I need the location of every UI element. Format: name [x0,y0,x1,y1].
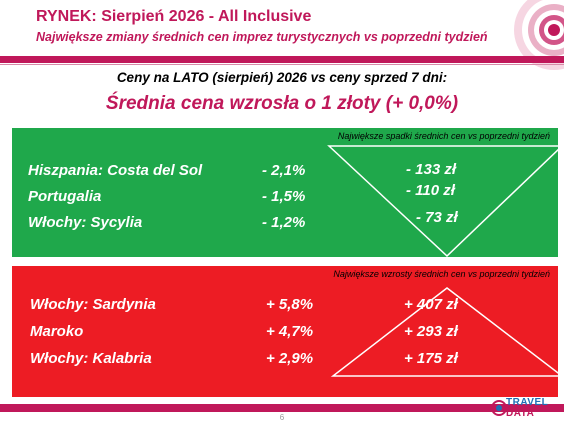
increase-row-name: Maroko [30,323,84,340]
decrease-row-name: Włochy: Sycylia [28,214,143,231]
decrease-row-pct: - 2,1% [262,162,306,179]
increase-row-pct: + 5,8% [266,296,314,313]
down-triangle-icon [327,145,560,258]
increase-row-pct: + 4,7% [266,323,314,340]
comparison-caption: Ceny na LATO (sierpień) 2026 vs ceny spr… [116,70,448,85]
logo-line-travel: TRAVEL [506,397,549,408]
decrease-row-pct: - 1,5% [262,188,306,205]
increase-row-name: Włochy: Kalabria [30,350,152,367]
decrease-row-name: Hiszpania: Costa del Sol [28,162,203,179]
decreases-caption: Największe spadki średnich cen vs poprze… [337,131,550,141]
header-divider-bar [0,56,564,63]
footer-divider-bar [0,404,564,412]
travel-data-logo: TRAVEL DATA [490,396,560,420]
increase-row-amount: + 293 zł [404,323,458,340]
concentric-circles-decoration-icon [514,0,564,70]
decrease-row-amount: - 133 zł [406,161,457,178]
decrease-row-name: Portugalia [28,188,102,205]
page-number: 6 [279,413,285,422]
decrease-row-amount: - 73 zł [416,209,458,226]
decrease-row-pct: - 1,2% [262,214,306,231]
increase-row-amount: + 407 zł [404,296,458,313]
header-divider-line [0,64,564,65]
average-price-headline: Średnia cena wzrosła o 1 złoty (+ 0,0%) [105,93,459,114]
decreases-panel: Największe spadki średnich cen vs poprze… [11,127,560,258]
increases-panel: Największe wzrosty średnich cen vs poprz… [11,265,560,398]
increase-row-name: Włochy: Sardynia [30,296,156,313]
increase-row-pct: + 2,9% [266,350,314,367]
increase-row-amount: + 175 zł [404,350,458,367]
increases-caption: Największe wzrosty średnich cen vs poprz… [333,269,550,279]
page-title: RYNEK: Sierpień 2026 - All Inclusive [36,8,312,25]
travel-data-logo-icon [491,400,507,416]
up-triangle-icon [330,287,560,377]
logo-line-data: DATA [506,408,535,419]
page-subtitle: Największe zmiany średnich cen imprez tu… [36,30,488,44]
decrease-row-amount: - 110 zł [406,182,455,199]
